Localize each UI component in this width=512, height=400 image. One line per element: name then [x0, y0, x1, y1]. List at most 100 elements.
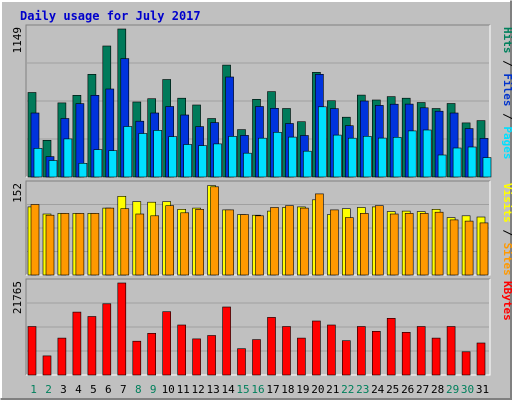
- bar-kbytes-day-22: [341, 340, 351, 376]
- legend-item-files: Files: [501, 73, 512, 106]
- bar-sites-day-2: [45, 214, 55, 276]
- panel-frame-dark: [25, 180, 490, 275]
- bar-sites-day-31: [479, 222, 489, 276]
- x-tick-label: 22: [341, 383, 354, 396]
- bar-sites-day-12: [195, 209, 204, 276]
- x-tick-label: 5: [90, 383, 97, 396]
- bar-kbytes-day-14: [222, 306, 231, 376]
- bar-kbytes-day-10: [162, 311, 171, 376]
- bar-kbytes-day-25: [386, 317, 396, 376]
- x-tick-label: 9: [150, 383, 157, 396]
- panel-hits: 1149 Hits / Files / Pages: [11, 24, 512, 178]
- panel-kbytes: 21765 KBytes: [11, 278, 512, 376]
- bar-kbytes-day-24: [371, 330, 381, 376]
- bar-sites-day-7: [120, 208, 130, 276]
- bar-pages-day-3: [63, 138, 73, 178]
- x-tick-label: 10: [162, 383, 175, 396]
- bar-pages-day-28: [437, 154, 447, 178]
- y-max-tick-label: 152: [11, 183, 24, 203]
- bar-kbytes-day-20: [312, 320, 321, 376]
- bar-kbytes-day-8: [132, 340, 142, 376]
- legend-item-hits: Hits: [501, 27, 512, 54]
- bar-sites-day-6: [105, 207, 115, 276]
- bar-kbytes-day-17: [267, 317, 276, 376]
- bar-sites-day-20: [315, 193, 324, 276]
- bar-kbytes-day-1: [27, 326, 37, 376]
- bar-kbytes-day-21: [327, 324, 336, 376]
- bar-sites-day-4: [75, 213, 85, 276]
- bar-sites-day-1: [30, 204, 40, 276]
- bar-kbytes-day-30: [461, 351, 471, 376]
- bar-pages-day-14: [228, 136, 237, 178]
- bar-sites-day-21: [330, 209, 339, 276]
- bar-kbytes-day-26: [401, 331, 411, 376]
- x-tick-label: 11: [177, 383, 190, 396]
- bar-pages-day-30: [467, 146, 477, 178]
- x-tick-label: 12: [191, 383, 204, 396]
- x-axis-labels: 1 2 3 4 5 6 7 8 9 10 11 12 13 14 15 16 17 18 19 20 21 22 23 24 2…: [30, 383, 489, 396]
- bar-pages-day-22: [347, 137, 357, 178]
- panel-frame-dark: [25, 278, 490, 375]
- bar-sites-day-17: [270, 207, 279, 276]
- bar-sites-day-23: [359, 213, 369, 276]
- bar-sites-day-5: [90, 213, 100, 276]
- x-tick-label: 19: [296, 383, 309, 396]
- x-tick-label: 23: [356, 383, 369, 396]
- x-tick-label: 26: [401, 383, 414, 396]
- x-tick-label: 17: [266, 383, 279, 396]
- bar-kbytes-day-19: [297, 337, 306, 376]
- bar-sites-day-29: [449, 219, 459, 276]
- x-tick-label: 6: [105, 383, 112, 396]
- y-max-tick-label: 1149: [11, 27, 24, 54]
- bar-pages-day-18: [288, 136, 297, 178]
- bar-kbytes-day-7: [117, 282, 127, 376]
- bar-pages-day-12: [198, 145, 207, 178]
- bar-pages-day-9: [153, 130, 162, 178]
- x-tick-label: 18: [281, 383, 294, 396]
- legend-hits: Hits / Files / Pages: [501, 27, 512, 160]
- bar-sites-day-26: [404, 213, 414, 276]
- bar-kbytes-day-6: [102, 303, 112, 376]
- bar-pages-day-23: [362, 136, 372, 178]
- x-tick-label: 28: [431, 383, 444, 396]
- bar-pages-day-4: [78, 163, 88, 178]
- legend-item-pages: Pages: [501, 126, 512, 159]
- bar-pages-day-6: [108, 150, 118, 178]
- x-tick-label: 7: [120, 383, 127, 396]
- bar-kbytes-day-31: [476, 342, 486, 376]
- bar-kbytes-day-18: [282, 326, 291, 376]
- x-tick-label: 30: [461, 383, 474, 396]
- bar-pages-day-1: [33, 148, 43, 178]
- legend-separator: /: [501, 223, 512, 243]
- x-tick-label: 2: [45, 383, 52, 396]
- bar-pages-day-11: [183, 144, 192, 178]
- x-tick-label: 13: [206, 383, 219, 396]
- legend-item-sites: Sites: [501, 243, 512, 276]
- bar-kbytes-day-16: [252, 339, 261, 376]
- chart-title: Daily usage for July 2017: [20, 9, 201, 23]
- bar-kbytes-day-29: [446, 326, 456, 376]
- bar-sites-day-24: [374, 205, 384, 276]
- bar-kbytes-day-23: [356, 326, 366, 376]
- panel-frame-dark: [25, 24, 490, 177]
- legend-item-visits: Visits: [501, 183, 512, 223]
- bar-sites-day-10: [165, 205, 174, 276]
- bar-pages-day-31: [482, 157, 492, 178]
- bar-pages-day-20: [318, 106, 327, 178]
- bar-sites-day-13: [210, 186, 219, 276]
- bar-kbytes-day-3: [57, 337, 67, 376]
- bar-pages-day-17: [273, 132, 282, 178]
- bar-sites-day-27: [419, 213, 429, 276]
- bar-kbytes-day-9: [147, 332, 156, 376]
- x-tick-label: 16: [251, 383, 264, 396]
- x-tick-label: 3: [60, 383, 67, 396]
- bar-kbytes-day-28: [431, 337, 441, 376]
- legend-visits: Visits / Sites: [501, 183, 512, 276]
- bar-sites-day-22: [344, 217, 354, 276]
- bar-sites-day-9: [150, 215, 159, 276]
- x-tick-label: 14: [221, 383, 235, 396]
- x-tick-label: 1: [30, 383, 37, 396]
- x-tick-label: 21: [326, 383, 339, 396]
- bar-kbytes-day-27: [416, 326, 426, 376]
